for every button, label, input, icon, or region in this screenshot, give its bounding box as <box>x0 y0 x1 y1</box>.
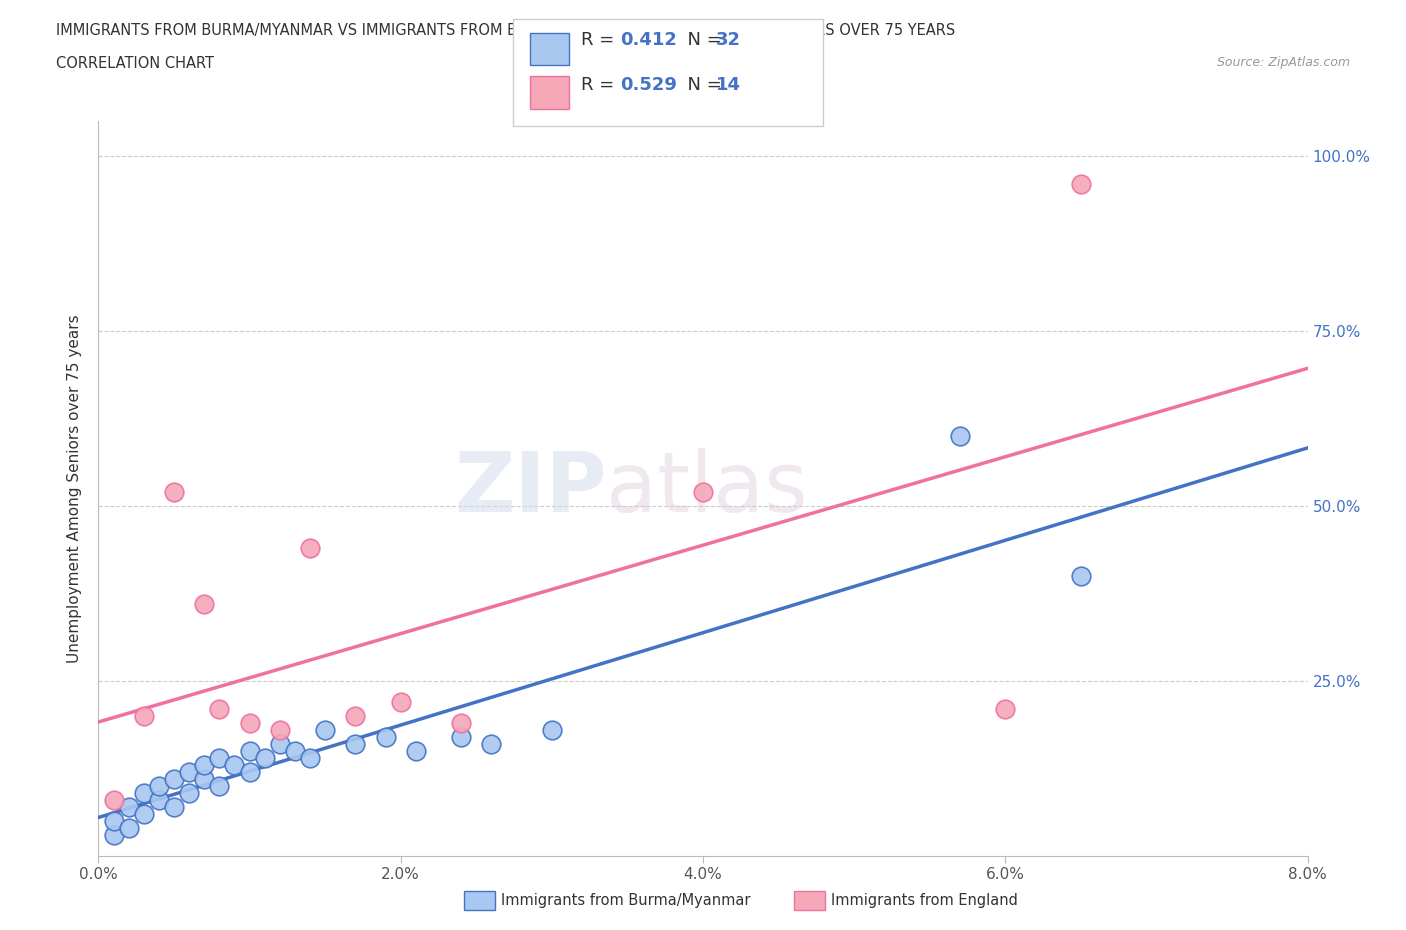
Point <box>118 799 141 814</box>
Text: atlas: atlas <box>606 447 808 529</box>
Point <box>239 715 262 730</box>
Point <box>405 743 427 758</box>
Point <box>299 751 322 765</box>
Point <box>179 785 201 800</box>
Point <box>103 827 125 842</box>
Point <box>208 751 231 765</box>
Text: N =: N = <box>676 31 728 49</box>
Point <box>344 737 367 751</box>
Point <box>193 596 215 611</box>
Text: CORRELATION CHART: CORRELATION CHART <box>56 56 214 71</box>
Y-axis label: Unemployment Among Seniors over 75 years: Unemployment Among Seniors over 75 years <box>67 314 83 662</box>
Point <box>224 757 246 772</box>
Point <box>1070 568 1092 583</box>
Point <box>284 743 307 758</box>
Point <box>179 764 201 779</box>
Point <box>103 792 125 807</box>
Point <box>450 715 472 730</box>
Point <box>994 701 1017 716</box>
Point <box>269 723 291 737</box>
Point <box>148 792 170 807</box>
Text: R =: R = <box>581 75 620 94</box>
Point <box>344 709 367 724</box>
Point <box>949 429 972 444</box>
Text: ZIP: ZIP <box>454 447 606 529</box>
Point <box>103 813 125 828</box>
Point <box>193 757 215 772</box>
Point <box>132 709 155 724</box>
Point <box>1070 177 1092 192</box>
Point <box>163 771 186 786</box>
Text: 32: 32 <box>716 31 741 49</box>
Point <box>239 743 262 758</box>
Text: 0.412: 0.412 <box>620 31 676 49</box>
Point <box>193 771 215 786</box>
Point <box>132 806 155 821</box>
Point <box>163 799 186 814</box>
Text: Source: ZipAtlas.com: Source: ZipAtlas.com <box>1216 56 1350 69</box>
Point <box>239 764 262 779</box>
Point <box>692 485 714 499</box>
Point <box>374 729 396 744</box>
Point <box>208 778 231 793</box>
Point <box>148 778 170 793</box>
Text: Immigrants from Burma/Myanmar: Immigrants from Burma/Myanmar <box>501 893 749 908</box>
Point <box>208 701 231 716</box>
Point <box>299 540 322 555</box>
Point <box>253 751 276 765</box>
Point <box>481 737 503 751</box>
Point <box>540 723 562 737</box>
Text: N =: N = <box>676 75 728 94</box>
Point <box>163 485 186 499</box>
Text: 14: 14 <box>716 75 741 94</box>
Text: IMMIGRANTS FROM BURMA/MYANMAR VS IMMIGRANTS FROM ENGLAND UNEMPLOYMENT AMONG SENI: IMMIGRANTS FROM BURMA/MYANMAR VS IMMIGRA… <box>56 23 956 38</box>
Text: Immigrants from England: Immigrants from England <box>831 893 1018 908</box>
Point <box>132 785 155 800</box>
Point <box>118 820 141 835</box>
Point <box>269 737 291 751</box>
Text: R =: R = <box>581 31 620 49</box>
Point <box>450 729 472 744</box>
Text: 0.529: 0.529 <box>620 75 676 94</box>
Point <box>314 723 336 737</box>
Point <box>389 694 412 709</box>
